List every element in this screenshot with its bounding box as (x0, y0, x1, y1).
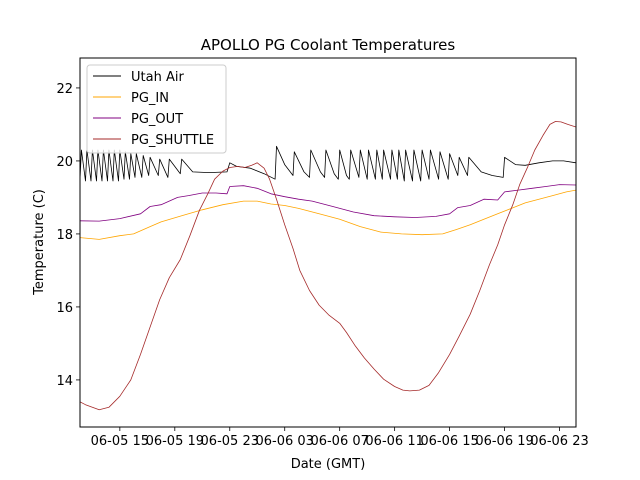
legend-label-utah-air: Utah Air (131, 70, 184, 85)
y-tick-label: 14 (56, 374, 73, 389)
legend-label-pg-in: PG_IN (131, 91, 169, 106)
x-axis-label: Date (GMT) (291, 457, 366, 472)
series-line-pg-shuttle (80, 121, 576, 411)
x-tick-label: 06-05 15 (91, 434, 149, 449)
y-axis: 14 16 18 20 22 (56, 82, 80, 389)
legend-frame (86, 64, 227, 154)
y-tick-label: 18 (56, 228, 73, 243)
series-layer (80, 121, 576, 411)
x-tick-label: 06-06 23 (530, 434, 588, 449)
y-tick-label: 16 (56, 301, 73, 316)
plot-area (79, 57, 577, 428)
plot-frame (79, 57, 577, 428)
x-tick-label: 06-05 19 (146, 434, 204, 449)
x-tick-label: 06-06 15 (420, 434, 478, 449)
x-tick-label: 06-06 19 (475, 434, 533, 449)
y-axis-label: Temperature (C) (32, 189, 47, 296)
x-tick-label: 06-06 11 (365, 434, 423, 449)
x-tick-label: 06-06 03 (255, 434, 313, 449)
y-tick-label: 20 (56, 155, 73, 170)
y-tick-label: 22 (56, 82, 73, 97)
series-line-utah-air (80, 145, 576, 182)
legend-label-pg-shuttle: PG_SHUTTLE (131, 133, 214, 148)
series-line-pg-out (80, 184, 576, 222)
x-tick-label: 06-06 07 (310, 434, 368, 449)
chart-title: APOLLO PG Coolant Temperatures (201, 36, 456, 54)
legend: Utah Air PG_IN PG_OUT PG_SHUTTLE (86, 64, 227, 154)
legend-label-pg-out: PG_OUT (131, 112, 183, 127)
x-tick-label: 06-05 23 (201, 434, 259, 449)
